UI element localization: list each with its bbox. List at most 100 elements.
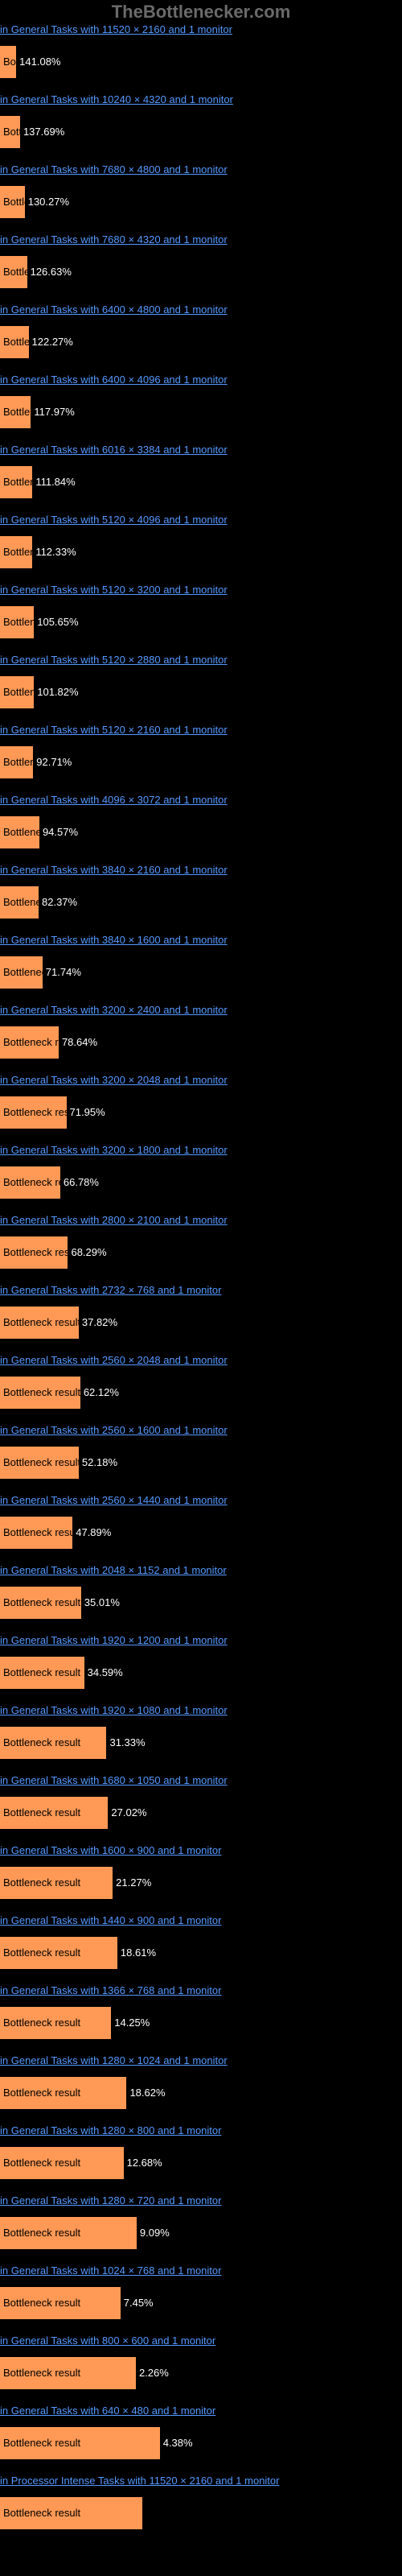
bar-top-label[interactable]: in General Tasks with 1280 × 720 and 1 m… [0, 2194, 221, 2207]
bar-top-label[interactable]: in General Tasks with 3840 × 2160 and 1 … [0, 864, 228, 876]
bar-row: in General Tasks with 6016 × 3384 and 1 … [0, 444, 402, 505]
bar-row: in General Tasks with 5120 × 3200 and 1 … [0, 584, 402, 645]
bar-top-label[interactable]: in General Tasks with 7680 × 4320 and 1 … [0, 233, 228, 246]
bar-top-label[interactable]: in General Tasks with 2560 × 2048 and 1 … [0, 1354, 228, 1366]
bar-inner-label: Bottleneck result [3, 1176, 60, 1188]
bar-top-label[interactable]: in General Tasks with 1680 × 1050 and 1 … [0, 1774, 228, 1786]
bar-row: in General Tasks with 640 × 480 and 1 mo… [0, 2405, 402, 2466]
bar-top-label[interactable]: in General Tasks with 5120 × 4096 and 1 … [0, 514, 228, 526]
bar-inner-label: Bottleneck result [3, 476, 32, 488]
bar-value: 27.02% [111, 1806, 146, 1818]
bar-value: 126.63% [31, 266, 72, 278]
bar-top-label[interactable]: in General Tasks with 1440 × 900 and 1 m… [0, 1914, 221, 1926]
bar-inner-label: Bottleneck result [3, 196, 25, 208]
bar-top-label[interactable]: in General Tasks with 640 × 480 and 1 mo… [0, 2405, 215, 2417]
bar-top-label[interactable]: in General Tasks with 3200 × 1800 and 1 … [0, 1144, 228, 1156]
bar-value: 112.33% [35, 546, 76, 558]
bar-value: 105.65% [37, 616, 78, 628]
bar-top-label[interactable]: in General Tasks with 1366 × 768 and 1 m… [0, 1984, 221, 1996]
bar-top-label[interactable]: in Processor Intense Tasks with 11520 × … [0, 2475, 279, 2487]
bar-value: 82.37% [42, 896, 77, 908]
bar-row: in General Tasks with 3200 × 2048 and 1 … [0, 1075, 402, 1135]
bar-inner-label: Bottleneck result [3, 1736, 80, 1748]
bar-top-label[interactable]: in General Tasks with 3200 × 2400 and 1 … [0, 1004, 228, 1016]
bar-top-label[interactable]: in General Tasks with 3840 × 1600 and 1 … [0, 934, 228, 946]
bar-top-label[interactable]: in General Tasks with 5120 × 2880 and 1 … [0, 654, 228, 666]
bar-inner-label: Bottleneck result [3, 2367, 80, 2379]
bar-top-label[interactable]: in General Tasks with 1280 × 800 and 1 m… [0, 2124, 221, 2136]
bar-inner-label: Bottleneck result [3, 266, 27, 278]
bar-top-label[interactable]: in General Tasks with 2800 × 2100 and 1 … [0, 1214, 228, 1226]
bar-value: 9.09% [140, 2227, 170, 2239]
bar-top-label[interactable]: in General Tasks with 11520 × 2160 and 1… [0, 23, 232, 35]
bar-inner-label: Bottleneck result [3, 1036, 59, 1048]
bar-row: in General Tasks with 2560 × 1440 and 1 … [0, 1495, 402, 1555]
bar-value: 130.27% [28, 196, 69, 208]
bar-value: 47.89% [76, 1526, 111, 1538]
bar-chart: in General Tasks with 11520 × 2160 and 1… [0, 0, 402, 2562]
bar-row: in General Tasks with 1440 × 900 and 1 m… [0, 1915, 402, 1975]
bar-value: 94.57% [43, 826, 78, 838]
bar-row: in General Tasks with 2800 × 2100 and 1 … [0, 1215, 402, 1275]
bar-inner-label: Bottleneck result [3, 966, 43, 978]
bar-value: 18.61% [121, 1946, 156, 1959]
bar-top-label[interactable]: in General Tasks with 5120 × 3200 and 1 … [0, 584, 228, 596]
bar-inner-label: Bottleneck result [3, 2157, 80, 2169]
bar-row: in General Tasks with 1680 × 1050 and 1 … [0, 1775, 402, 1835]
bar-top-label[interactable]: in General Tasks with 800 × 600 and 1 mo… [0, 2334, 215, 2347]
bar-value: 31.33% [109, 1736, 145, 1748]
bar: Bottleneck result92.71% [0, 746, 33, 778]
bar-top-label[interactable]: in General Tasks with 6400 × 4800 and 1 … [0, 303, 228, 316]
bar-top-label[interactable]: in General Tasks with 5120 × 2160 and 1 … [0, 724, 228, 736]
bar-value: 66.78% [64, 1176, 99, 1188]
bar-inner-label: Bottleneck result [3, 406, 31, 418]
bar: Bottleneck result [0, 2497, 142, 2529]
bar-top-label[interactable]: in General Tasks with 7680 × 4800 and 1 … [0, 163, 228, 175]
bar: Bottleneck result71.74% [0, 956, 43, 989]
bar-row: in General Tasks with 11520 × 2160 and 1… [0, 24, 402, 85]
bar-top-label[interactable]: in General Tasks with 2732 × 768 and 1 m… [0, 1284, 221, 1296]
bar-value: 68.29% [71, 1246, 106, 1258]
bar-top-label[interactable]: in General Tasks with 1920 × 1080 and 1 … [0, 1704, 228, 1716]
bar-top-label[interactable]: in General Tasks with 6400 × 4096 and 1 … [0, 374, 228, 386]
bar: Bottleneck result122.27% [0, 326, 29, 358]
bar-inner-label: Bottleneck result [3, 1456, 79, 1468]
bar: Bottleneck result78.64% [0, 1026, 59, 1059]
bar: Bottleneck result18.62% [0, 2077, 126, 2109]
bar-value: 92.71% [36, 756, 72, 768]
bar-top-label[interactable]: in General Tasks with 2560 × 1600 and 1 … [0, 1424, 228, 1436]
bar-top-label[interactable]: in General Tasks with 3200 × 2048 and 1 … [0, 1074, 228, 1086]
bar-row: in General Tasks with 1280 × 720 and 1 m… [0, 2195, 402, 2256]
bar: Bottleneck result105.65% [0, 606, 34, 638]
bar-top-label[interactable]: in General Tasks with 4096 × 3072 and 1 … [0, 794, 228, 806]
bar-top-label[interactable]: in General Tasks with 1600 × 900 and 1 m… [0, 1844, 221, 1856]
bar: Bottleneck result7.45% [0, 2287, 121, 2319]
bar-row: in General Tasks with 1280 × 1024 and 1 … [0, 2055, 402, 2116]
bar: Bottleneck result52.18% [0, 1447, 79, 1479]
bar-row: in General Tasks with 2560 × 1600 and 1 … [0, 1425, 402, 1485]
bar-top-label[interactable]: in General Tasks with 1280 × 1024 and 1 … [0, 2054, 228, 2066]
bar-top-label[interactable]: in General Tasks with 2048 × 1152 and 1 … [0, 1564, 227, 1576]
bar-row: in General Tasks with 5120 × 2160 and 1 … [0, 724, 402, 785]
bar-top-label[interactable]: in General Tasks with 1024 × 768 and 1 m… [0, 2264, 221, 2277]
bar: Bottleneck result21.27% [0, 1867, 113, 1899]
bar-row: in Processor Intense Tasks with 11520 × … [0, 2475, 402, 2536]
bar-value: 21.27% [116, 1876, 151, 1889]
bar-top-label[interactable]: in General Tasks with 1920 × 1200 and 1 … [0, 1634, 228, 1646]
bar-inner-label: Bottleneck result [3, 1246, 68, 1258]
bar-value: 7.45% [124, 2297, 154, 2309]
bar: Bottleneck result68.29% [0, 1236, 68, 1269]
bar: Bottleneck result34.59% [0, 1657, 84, 1689]
bar-inner-label: Bottleneck result [3, 2507, 80, 2519]
bar-top-label[interactable]: in General Tasks with 6016 × 3384 and 1 … [0, 444, 228, 456]
bar-inner-label: Bottleneck result [3, 2087, 80, 2099]
bar-row: in General Tasks with 4096 × 3072 and 1 … [0, 795, 402, 855]
bar-top-label[interactable]: in General Tasks with 10240 × 4320 and 1… [0, 93, 233, 105]
bar-row: in General Tasks with 3200 × 2400 and 1 … [0, 1005, 402, 1065]
bar: Bottleneck result9.09% [0, 2217, 137, 2249]
bar-top-label[interactable]: in General Tasks with 2560 × 1440 and 1 … [0, 1494, 228, 1506]
bar-value: 12.68% [127, 2157, 162, 2169]
bar-value: 71.74% [46, 966, 81, 978]
bar: Bottleneck result112.33% [0, 536, 32, 568]
bar: Bottleneck result117.97% [0, 396, 31, 428]
